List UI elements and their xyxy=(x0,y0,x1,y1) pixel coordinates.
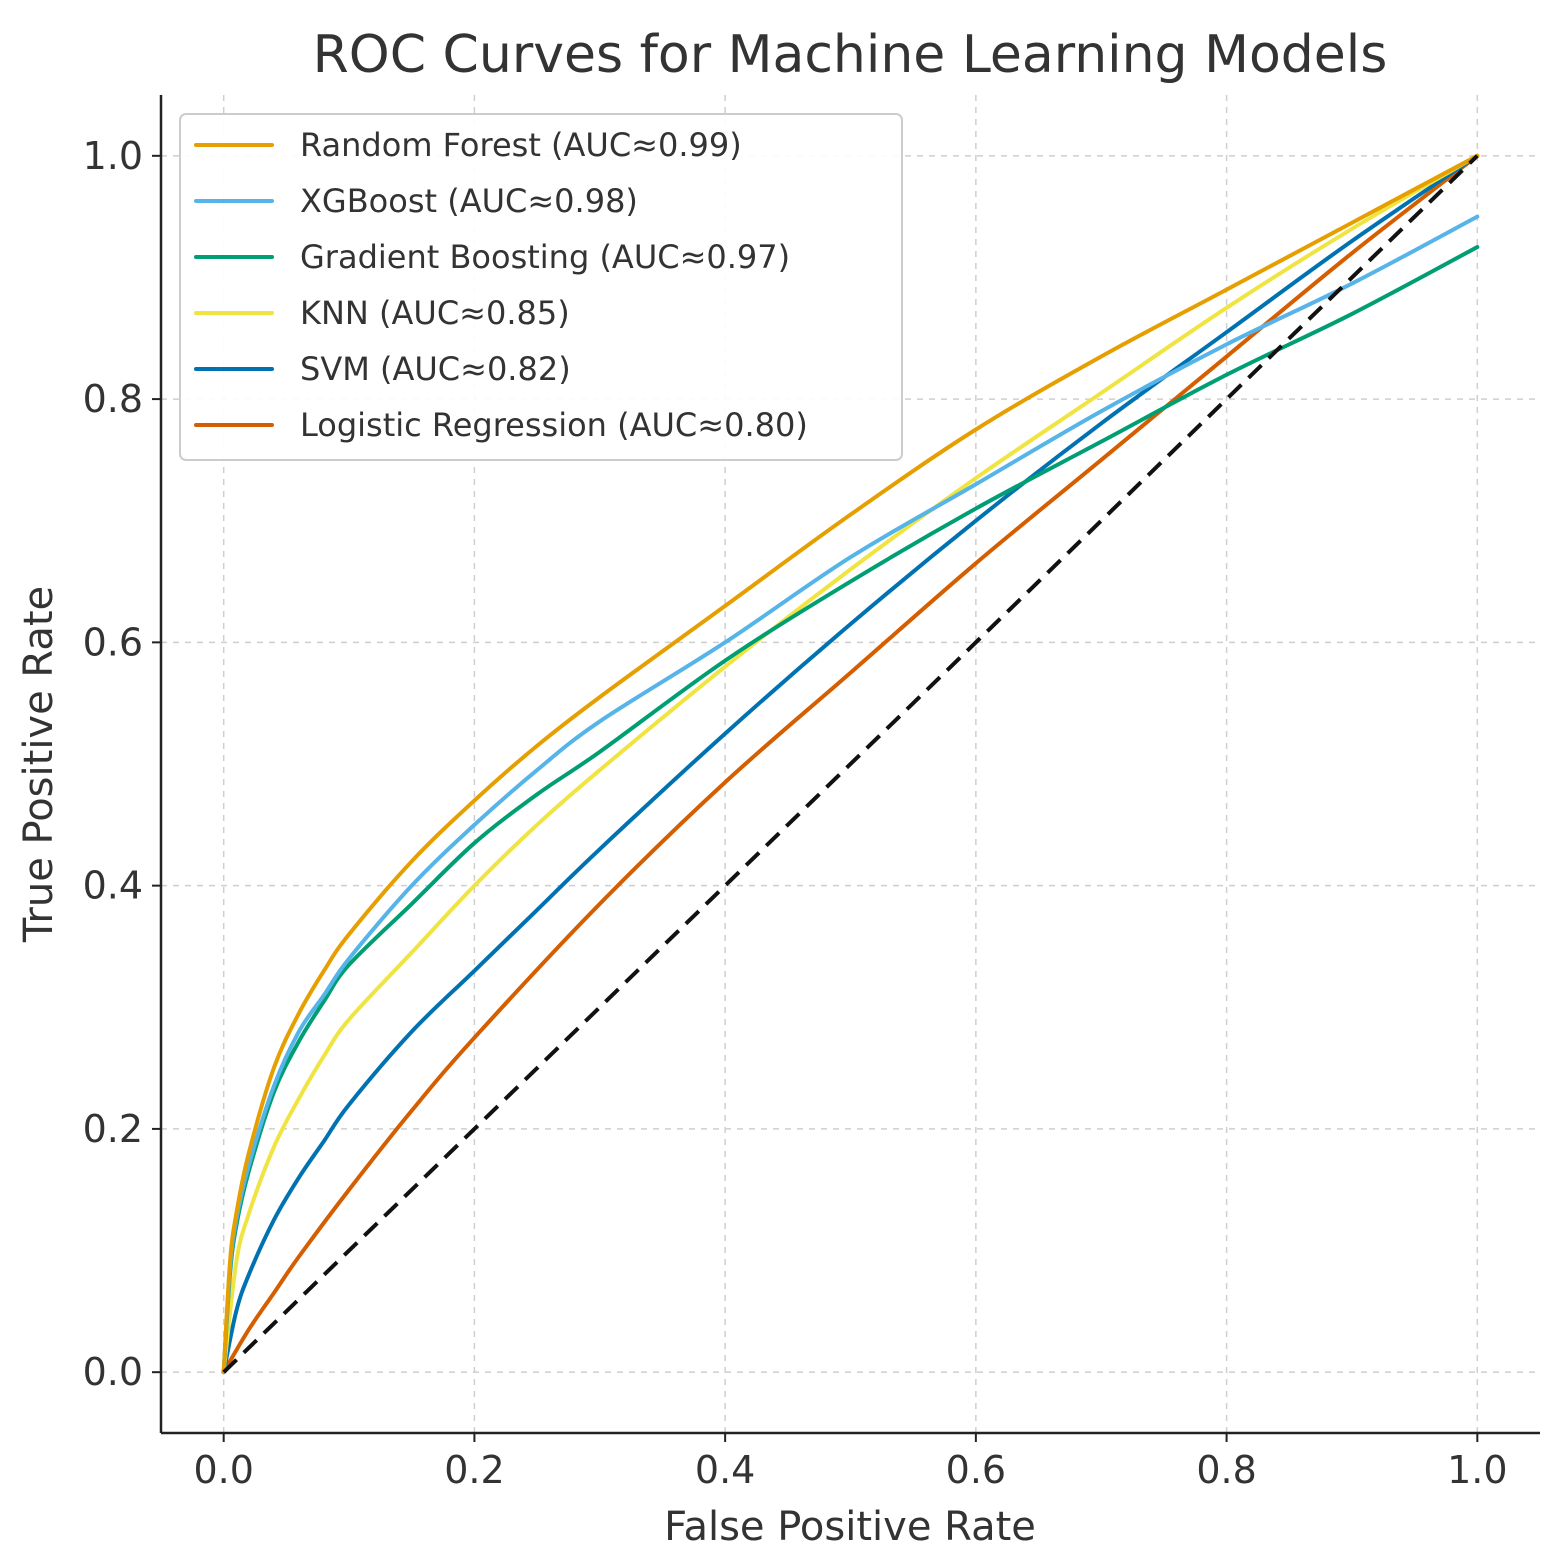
y-tick-label: 0.8 xyxy=(83,377,143,421)
legend-items: Random Forest (AUC≈0.99) XGBoost (AUC≈0.9… xyxy=(194,126,808,444)
series-line xyxy=(221,153,1480,1375)
y-tick-label: 1.0 xyxy=(83,134,143,178)
y-tick-label: 0.0 xyxy=(83,1350,143,1394)
x-tick-label: 0.6 xyxy=(946,1448,1006,1492)
legend-label: XGBoost (AUC≈0.98) xyxy=(300,182,638,220)
y-axis-ticks: 0.0 0.2 0.4 0.6 0.8 1.0 xyxy=(83,134,161,1394)
y-tick-label: 0.2 xyxy=(83,1107,143,1151)
axes-spines xyxy=(159,95,1540,1435)
legend-label: KNN (AUC≈0.85) xyxy=(300,294,570,332)
legend-label: Gradient Boosting (AUC≈0.97) xyxy=(300,238,790,276)
legend-label: Random Forest (AUC≈0.99) xyxy=(300,126,742,164)
x-tick-label: 0.2 xyxy=(444,1448,504,1492)
legend-label: SVM (AUC≈0.82) xyxy=(300,350,571,388)
legend: Random Forest (AUC≈0.99) XGBoost (AUC≈0.9… xyxy=(179,113,903,461)
x-axis-ticks: 0.0 0.2 0.4 0.6 0.8 1.0 xyxy=(193,1433,1508,1492)
x-tick-label: 0.4 xyxy=(695,1448,755,1492)
x-tick-label: 0.0 xyxy=(193,1448,253,1492)
y-tick-label: 0.6 xyxy=(83,620,143,664)
series-line xyxy=(221,153,1480,1375)
legend-label: Logistic Regression (AUC≈0.80) xyxy=(300,406,808,444)
x-tick-label: 0.8 xyxy=(1196,1448,1256,1492)
x-tick-label: 1.0 xyxy=(1447,1448,1507,1492)
legend-box xyxy=(179,113,903,461)
y-tick-label: 0.4 xyxy=(83,864,143,908)
series-layer xyxy=(221,153,1480,1375)
x-axis-label: False Positive Rate xyxy=(664,1504,1036,1550)
y-axis-label: True Positive Rate xyxy=(16,586,62,943)
random-chance-line xyxy=(222,154,1479,1374)
series-line xyxy=(221,153,1480,1375)
series-line xyxy=(221,214,1480,1375)
chart-title: ROC Curves for Machine Learning Models xyxy=(313,25,1388,85)
series-line xyxy=(221,153,1480,1375)
